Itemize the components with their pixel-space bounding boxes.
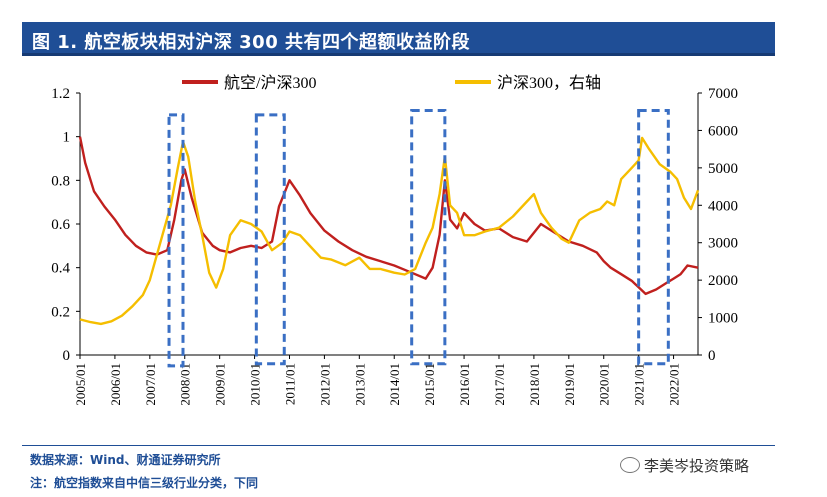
right-tick-label: 5000 xyxy=(708,161,738,177)
excess-return-box-period-2 xyxy=(254,113,286,366)
x-tick-label: 2015/01 xyxy=(422,363,437,406)
x-tick-label: 2019/01 xyxy=(562,363,577,406)
line-chart: 0 0.2 0.4 0.6 0.8 1 1.2 0 1000 2000 3000 4000 5000 60… xyxy=(51,74,738,406)
chart-area: 0 0.2 0.4 0.6 0.8 1 1.2 0 1000 2000 3000 4000 5000 60… xyxy=(0,60,827,440)
x-tick-label: 2006/01 xyxy=(108,363,123,406)
right-tick-label: 7000 xyxy=(708,86,738,102)
left-tick-label: 0.8 xyxy=(51,173,70,189)
excess-return-box-period-3 xyxy=(410,108,447,366)
legend-label-index: 沪深300，右轴 xyxy=(497,74,601,92)
legend-label-relative: 航空/沪深300 xyxy=(224,74,316,92)
right-tick-label: 1000 xyxy=(708,311,738,327)
excess-return-box-period-1 xyxy=(167,113,185,368)
x-tick-label: 2007/01 xyxy=(143,363,158,406)
right-tick-label: 3000 xyxy=(708,236,738,252)
x-tick-label: 2010/01 xyxy=(248,363,263,406)
excess-return-box-period-4 xyxy=(637,108,670,366)
x-tick-label: 2012/01 xyxy=(317,363,332,406)
x-tick-label: 2011/01 xyxy=(282,363,297,405)
x-tick-label: 2017/01 xyxy=(492,363,507,406)
figure-title-bar: 图 1. 航空板块相对沪深 300 共有四个超额收益阶段 xyxy=(22,22,775,56)
right-tick-label: 0 xyxy=(708,348,716,364)
figure-title: 图 1. 航空板块相对沪深 300 共有四个超额收益阶段 xyxy=(32,32,470,53)
left-tick-label: 0.4 xyxy=(51,261,70,277)
x-tick-label: 2018/01 xyxy=(527,363,542,406)
x-tick-label: 2020/01 xyxy=(597,363,612,406)
x-tick-label: 2005/01 xyxy=(73,363,88,406)
left-tick-label: 0 xyxy=(63,348,71,364)
left-tick-label: 0.2 xyxy=(51,304,70,320)
right-tick-label: 2000 xyxy=(708,273,738,289)
watermark: 李美岑投资策略 xyxy=(620,455,749,476)
left-tick-label: 1 xyxy=(63,130,71,146)
x-tick-label: 2021/01 xyxy=(632,363,647,406)
right-tick-label: 4000 xyxy=(708,198,738,214)
series-line-index xyxy=(79,136,700,326)
x-tick-label: 2016/01 xyxy=(457,363,472,406)
data-source-note: 数据来源：Wind、财通证券研究所 xyxy=(30,453,221,467)
left-tick-label: 0.6 xyxy=(51,217,70,233)
index-note: 注：航空指数来自中信三级行业分类，下同 xyxy=(30,476,259,490)
x-tick-label: 2008/01 xyxy=(178,363,193,406)
left-tick-label: 1.2 xyxy=(51,86,70,102)
x-tick-label: 2022/01 xyxy=(667,363,682,406)
x-tick-label: 2013/01 xyxy=(352,363,367,406)
x-tick-label: 2009/01 xyxy=(213,363,228,406)
watermark-text: 李美岑投资策略 xyxy=(644,457,750,475)
right-tick-label: 6000 xyxy=(708,123,738,139)
series-line-relative xyxy=(78,136,699,296)
wechat-icon xyxy=(620,456,640,473)
x-tick-label: 2014/01 xyxy=(387,363,402,406)
footer-divider xyxy=(22,445,775,446)
